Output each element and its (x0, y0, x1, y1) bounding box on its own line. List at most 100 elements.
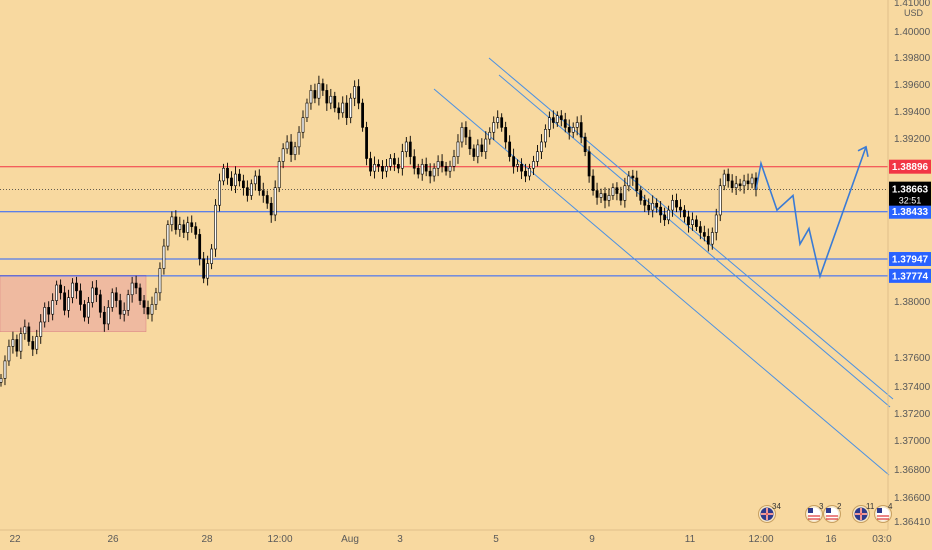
candle-body (301, 117, 305, 133)
candle-body (242, 180, 245, 189)
price-axis[interactable]: USD 1.41000 1.40000 1.39800 1.39600 1.39400 1… (887, 0, 931, 530)
candle-body (91, 287, 94, 303)
candle (210, 244, 213, 270)
price-level-tag-text: 1.37947 (892, 255, 929, 266)
candle-body (122, 310, 126, 315)
channel-upper-line[interactable] (488, 57, 894, 400)
candle-body (190, 222, 194, 227)
candle-body (456, 141, 460, 157)
candle-body (448, 166, 452, 172)
candle (750, 173, 754, 189)
candle (536, 144, 539, 167)
candle (309, 84, 313, 110)
candle-body (480, 144, 484, 153)
candle-body (500, 117, 504, 128)
candle-body (361, 102, 364, 128)
candle (222, 163, 225, 186)
candle-body (273, 187, 277, 216)
candle-body (651, 202, 655, 211)
flag-us-icon[interactable]: 3 (805, 502, 825, 523)
candle (635, 170, 639, 197)
candle (369, 151, 372, 177)
candle-body (607, 195, 611, 201)
candle-body (198, 234, 202, 260)
candle-body (174, 216, 178, 230)
channel-middle-line[interactable] (498, 74, 891, 408)
candle (349, 93, 353, 124)
candle (468, 129, 472, 155)
candle-body (603, 193, 607, 201)
candle-body (19, 333, 23, 352)
candle-body (555, 115, 559, 123)
price-level-tag (889, 159, 931, 174)
candle (508, 135, 512, 162)
candle-body (750, 177, 754, 185)
projection-arrow-path[interactable] (755, 146, 867, 280)
event-count: 4 (888, 502, 893, 511)
candle (226, 162, 229, 185)
candle-body (83, 304, 86, 318)
flag-us-icon[interactable]: 4 (874, 502, 894, 523)
candle-body (702, 232, 706, 237)
candle (718, 178, 722, 222)
candle-body (381, 166, 384, 172)
economic-events[interactable]: 34 3 2 11 4 (758, 502, 894, 523)
candle (242, 174, 245, 196)
candle (452, 149, 456, 172)
candle (297, 126, 301, 155)
candle (98, 289, 102, 318)
candle-body (726, 173, 730, 182)
candle-body (428, 170, 432, 177)
candle (559, 110, 563, 127)
candle (35, 329, 39, 355)
candle (134, 275, 138, 295)
candle-body (253, 175, 257, 185)
candle (651, 195, 655, 218)
candle (325, 84, 329, 111)
candle-body (734, 183, 738, 189)
candle (337, 102, 341, 120)
candle (87, 296, 90, 324)
candle (357, 79, 361, 110)
candle (75, 276, 78, 299)
candle-body (67, 297, 70, 311)
candle-body (114, 292, 118, 301)
candle (516, 159, 519, 172)
price-level-tag-text: 1.38896 (892, 162, 929, 173)
candle (583, 132, 587, 157)
candle (460, 122, 464, 148)
candle-body (698, 226, 702, 233)
flag-us-icon[interactable]: 2 (823, 502, 843, 523)
candle (178, 216, 182, 237)
candle-body (55, 284, 59, 301)
candle (512, 148, 515, 174)
candle-body (587, 151, 591, 177)
candle-body (468, 136, 472, 150)
candle (496, 110, 500, 129)
flag-gb-icon[interactable]: 11 (852, 502, 875, 523)
candle-body (75, 282, 78, 292)
candle-body (317, 83, 321, 99)
candle (643, 194, 647, 212)
candle-body (281, 148, 285, 162)
candle-body (655, 202, 659, 208)
candle (11, 331, 15, 354)
candle-body (146, 307, 150, 315)
candle-body (695, 219, 698, 227)
flag-gb-icon[interactable]: 34 (758, 502, 782, 523)
candle (289, 134, 293, 162)
candle-body (420, 164, 424, 175)
candle-body (249, 183, 253, 196)
candle-body (31, 341, 35, 350)
candle (138, 283, 142, 305)
candle-body (424, 164, 428, 172)
candle-body (23, 326, 27, 334)
candle-body (599, 193, 603, 198)
candle-body (547, 117, 551, 130)
candle (234, 166, 237, 194)
candle (365, 121, 368, 166)
candle (63, 286, 66, 316)
time-axis[interactable]: 22 26 28 12:00 Aug 3 5 9 11 12:00 16 03:0 (0, 529, 892, 545)
